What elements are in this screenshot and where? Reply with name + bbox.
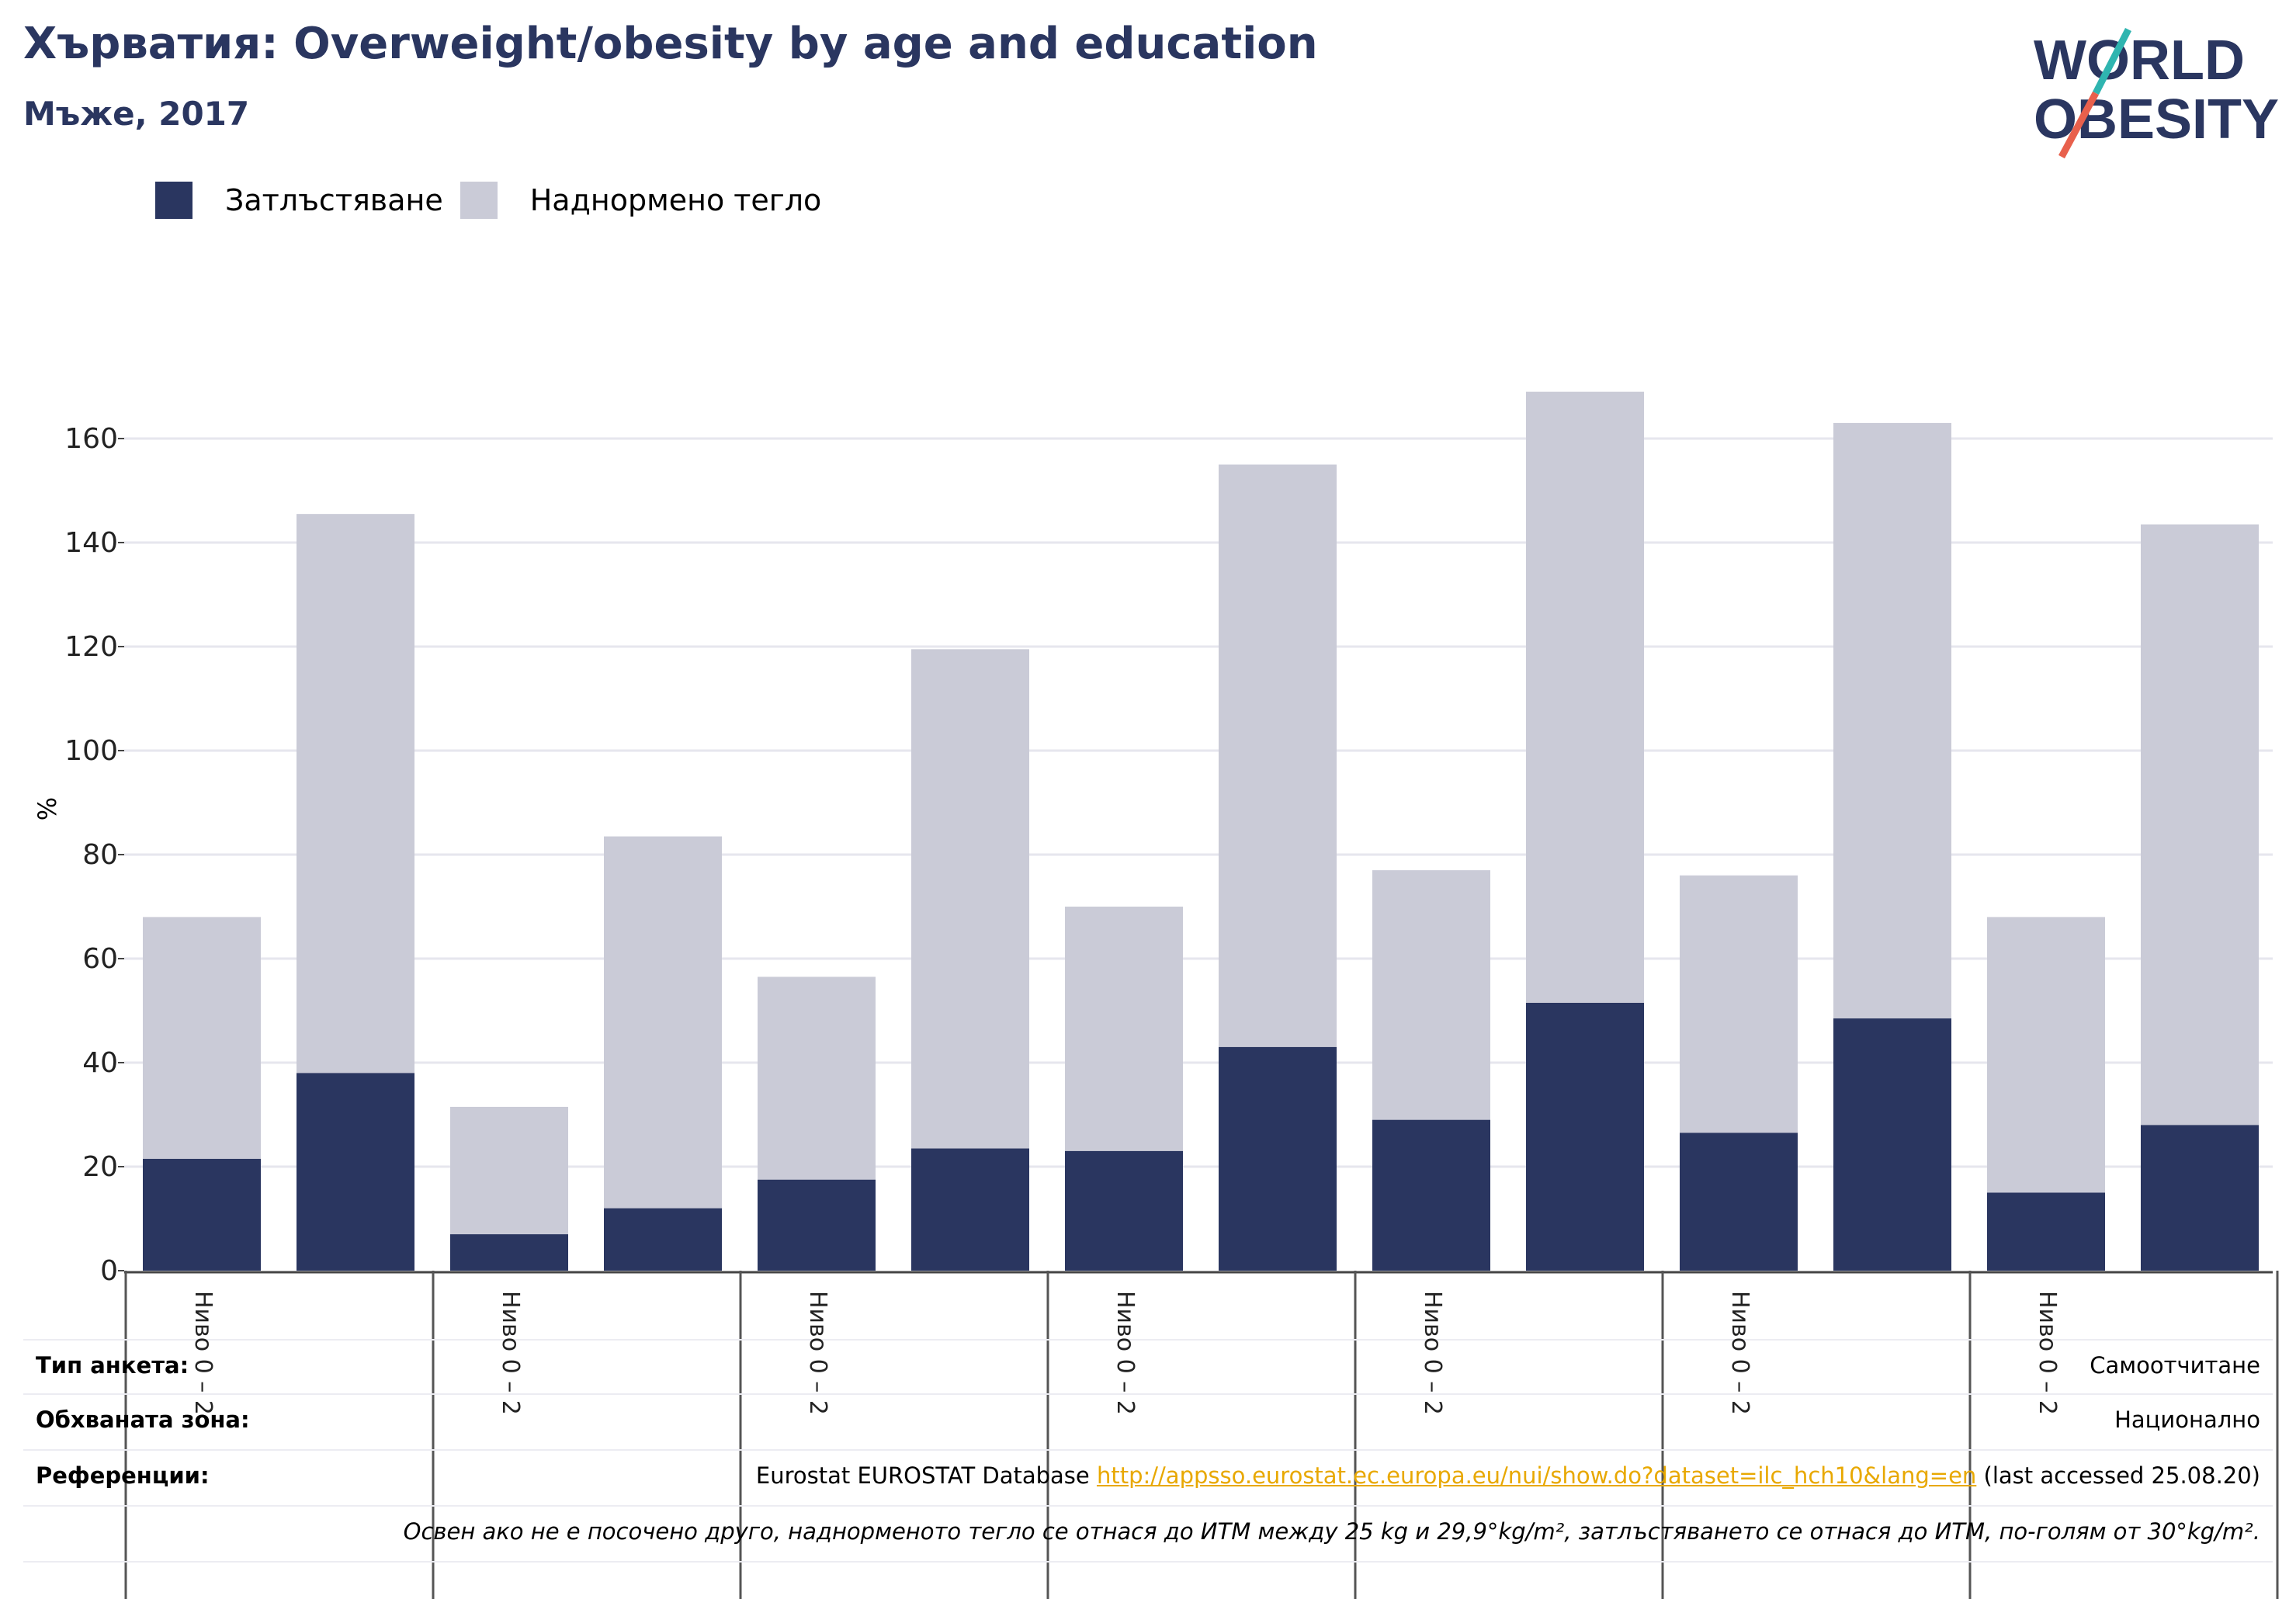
page-title: Хърватия: Overweight/obesity by age and … bbox=[23, 19, 1318, 69]
references-row: Референции: Eurostat EUROSTAT Database h… bbox=[23, 1448, 2273, 1503]
bar-obesity bbox=[143, 1158, 261, 1271]
y-tick-label: 120 bbox=[64, 631, 118, 663]
coverage-value: Национално bbox=[2114, 1406, 2260, 1433]
bar-overweight bbox=[2141, 524, 2259, 1126]
bar-overweight bbox=[1372, 870, 1490, 1120]
bar-overweight bbox=[297, 514, 414, 1074]
bar-obesity bbox=[911, 1148, 1029, 1271]
definition-note: Освен ако не е посочено друго, наднормен… bbox=[403, 1518, 2260, 1545]
bar-obesity bbox=[1680, 1132, 1798, 1271]
survey-type-label: Тип анкета: bbox=[36, 1352, 189, 1379]
x-axis-labels: Ниво 0 – 2 Ниво 0 – 2 Ниво 0 – 2 Ниво 0 – 2… bbox=[189, 1291, 2061, 1415]
legend-swatch-obesity bbox=[155, 182, 192, 219]
bar-overweight bbox=[143, 917, 261, 1159]
x-group-label: Ниво 0 – 2 bbox=[2034, 1291, 2061, 1415]
y-tick-label: 20 bbox=[82, 1151, 118, 1183]
bar-obesity bbox=[1219, 1046, 1337, 1271]
x-group-label: Ниво 0 – 2 bbox=[1726, 1291, 1753, 1415]
x-group-label: Ниво 0 – 2 bbox=[497, 1291, 524, 1415]
y-tick-label: 60 bbox=[82, 943, 118, 975]
bars bbox=[143, 391, 2259, 1271]
bar-overweight bbox=[450, 1106, 568, 1235]
y-tick-label: 160 bbox=[64, 423, 118, 455]
y-tick-label: 100 bbox=[64, 735, 118, 767]
bar-obesity bbox=[1987, 1192, 2105, 1271]
bar-overweight bbox=[758, 976, 876, 1180]
bar-overweight bbox=[911, 649, 1029, 1149]
survey-type-value: Самоотчитане bbox=[2090, 1352, 2260, 1379]
y-tick-label: 80 bbox=[82, 839, 118, 871]
bar-obesity bbox=[1372, 1119, 1490, 1271]
bar-obesity bbox=[450, 1234, 568, 1271]
svg-text:OBESITY: OBESITY bbox=[2034, 88, 2279, 151]
x-group-label: Ниво 0 – 2 bbox=[804, 1291, 831, 1415]
references-prefix: Eurostat EUROSTAT Database bbox=[755, 1462, 1097, 1489]
y-axis: 0 20 40 60 80 100 120 140 160 bbox=[64, 423, 124, 1287]
bar-overweight bbox=[604, 836, 722, 1209]
page-subtitle: Мъже, 2017 bbox=[23, 95, 250, 133]
svg-text:WORLD: WORLD bbox=[2034, 29, 2245, 92]
bar-overweight bbox=[1219, 464, 1337, 1047]
references-link[interactable]: http://appsso.eurostat.ec.europa.eu/nui/… bbox=[1096, 1462, 1977, 1489]
bar-obesity bbox=[297, 1073, 414, 1271]
x-group-label: Ниво 0 – 2 bbox=[189, 1291, 217, 1415]
bar-obesity bbox=[1065, 1150, 1183, 1271]
coverage-row: Обхваната зона: Национално bbox=[23, 1393, 2273, 1447]
bar-obesity bbox=[1526, 1002, 1644, 1271]
bar-obesity bbox=[1833, 1018, 1951, 1271]
y-tick-label: 140 bbox=[64, 527, 118, 559]
y-axis-label: % bbox=[33, 797, 62, 820]
legend-swatch-overweight bbox=[460, 182, 498, 219]
chart-legend: Затлъстяване Наднормено тегло bbox=[155, 180, 838, 220]
y-tick-label: 0 bbox=[100, 1255, 118, 1287]
bar-overweight bbox=[1987, 917, 2105, 1193]
references-label: Референции: bbox=[36, 1462, 210, 1489]
note-row: Освен ако не е посочено друго, наднормен… bbox=[23, 1504, 2273, 1559]
bar-overweight bbox=[1833, 422, 1951, 1019]
y-tick-label: 40 bbox=[82, 1047, 118, 1079]
references-suffix: (last accessed 25.08.20) bbox=[1976, 1462, 2261, 1489]
coverage-label: Обхваната зона: bbox=[36, 1406, 250, 1433]
world-obesity-logo: WORLD OBESITY bbox=[2034, 27, 2279, 159]
bar-obesity bbox=[604, 1208, 722, 1271]
bar-overweight bbox=[1680, 875, 1798, 1133]
legend-item-obesity[interactable]: Затлъстяване bbox=[155, 182, 443, 219]
bar-overweight bbox=[1526, 391, 1644, 1003]
legend-item-overweight[interactable]: Наднормено тегло bbox=[460, 182, 822, 219]
x-group-label: Ниво 0 – 2 bbox=[1112, 1291, 1139, 1415]
bar-obesity bbox=[2141, 1125, 2259, 1271]
references-value: Eurostat EUROSTAT Database http://appsso… bbox=[756, 1462, 2260, 1489]
bar-obesity bbox=[758, 1179, 876, 1271]
legend-label-obesity: Затлъстяване bbox=[225, 183, 443, 217]
category-table-lines bbox=[23, 1271, 2279, 1599]
survey-type-row: Тип анкета: Самоотчитане bbox=[23, 1338, 2273, 1393]
bar-overweight bbox=[1065, 907, 1183, 1151]
x-group-label: Ниво 0 – 2 bbox=[1419, 1291, 1446, 1415]
legend-label-overweight: Наднормено тегло bbox=[529, 183, 822, 217]
